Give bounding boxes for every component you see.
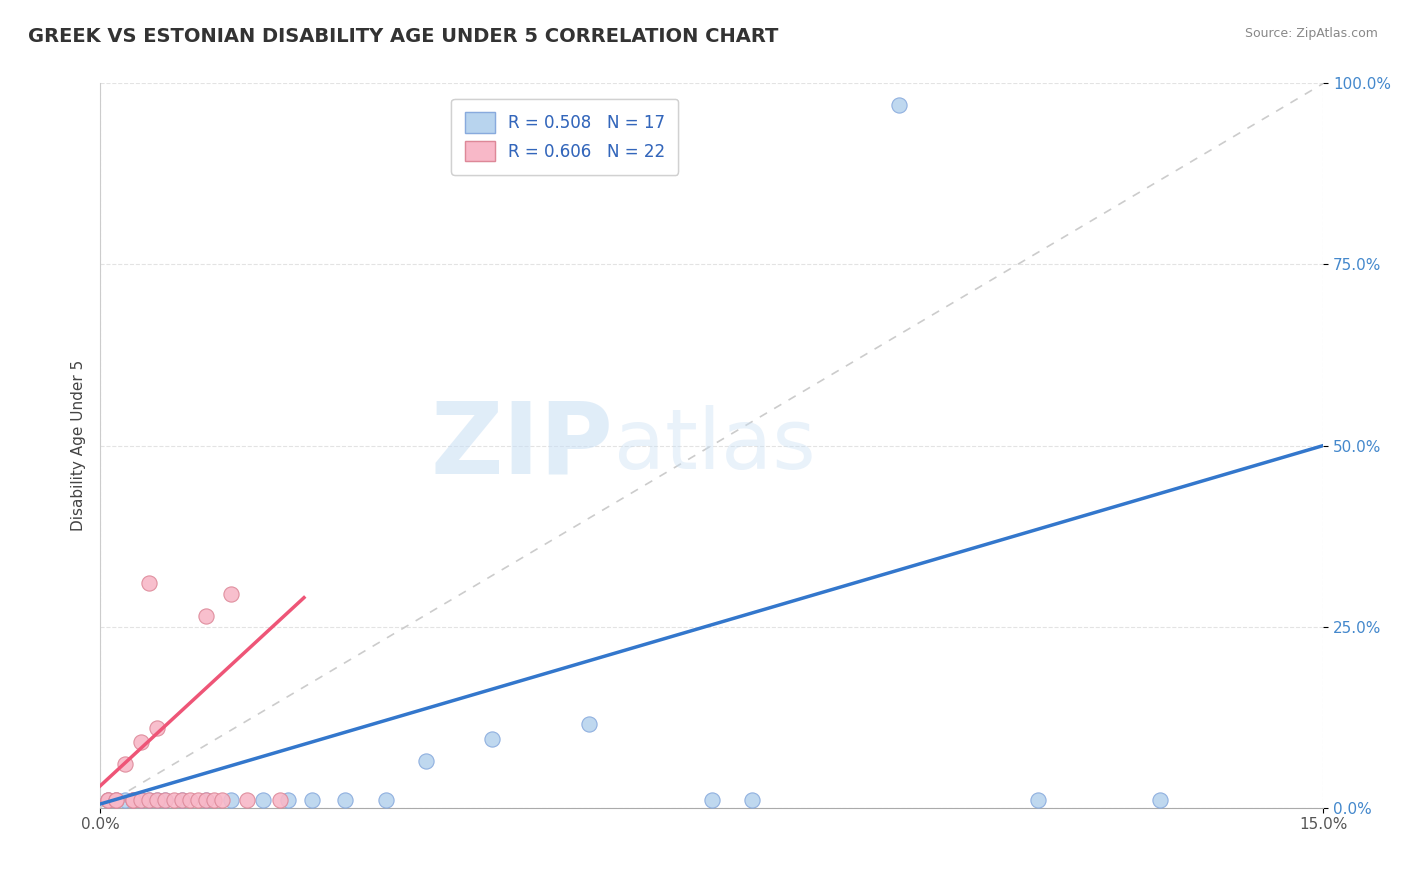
Point: [105, 793, 128, 807]
Point: [170, 793, 193, 807]
Point: [219, 793, 242, 807]
Point: [415, 754, 437, 768]
Point: [889, 98, 911, 112]
Point: [121, 793, 143, 807]
Point: [129, 793, 152, 807]
Point: [236, 793, 259, 807]
Point: [162, 793, 184, 807]
Point: [333, 793, 356, 807]
Point: [195, 793, 218, 807]
Point: [374, 793, 396, 807]
Point: [114, 793, 136, 807]
Point: [1149, 793, 1171, 807]
Point: [301, 793, 323, 807]
Legend: R = 0.508   N = 17, R = 0.606   N = 22: R = 0.508 N = 17, R = 0.606 N = 22: [451, 99, 679, 175]
Point: [155, 793, 177, 807]
Point: [97, 793, 120, 807]
Point: [219, 587, 242, 601]
Point: [105, 793, 128, 807]
Point: [146, 793, 169, 807]
Text: atlas: atlas: [614, 405, 815, 486]
Point: [146, 721, 169, 735]
Point: [97, 793, 120, 807]
Point: [1026, 793, 1049, 807]
Point: [146, 793, 169, 807]
Point: [700, 793, 723, 807]
Point: [741, 793, 763, 807]
Point: [129, 793, 152, 807]
Point: [195, 793, 218, 807]
Point: [578, 717, 600, 731]
Text: GREEK VS ESTONIAN DISABILITY AGE UNDER 5 CORRELATION CHART: GREEK VS ESTONIAN DISABILITY AGE UNDER 5…: [28, 27, 779, 45]
Point: [252, 793, 274, 807]
Point: [269, 793, 291, 807]
Point: [129, 735, 152, 749]
Point: [195, 608, 218, 623]
Point: [121, 793, 143, 807]
Point: [138, 576, 160, 591]
Point: [121, 793, 143, 807]
Point: [211, 793, 233, 807]
Point: [481, 731, 503, 746]
Point: [179, 793, 201, 807]
Point: [138, 793, 160, 807]
Point: [114, 757, 136, 772]
Point: [97, 793, 120, 807]
Point: [170, 793, 193, 807]
Point: [105, 793, 128, 807]
Point: [277, 793, 299, 807]
Point: [138, 793, 160, 807]
Point: [202, 793, 225, 807]
Text: ZIP: ZIP: [432, 397, 614, 494]
Y-axis label: Disability Age Under 5: Disability Age Under 5: [72, 360, 86, 531]
Point: [155, 793, 177, 807]
Text: Source: ZipAtlas.com: Source: ZipAtlas.com: [1244, 27, 1378, 40]
Point: [187, 793, 209, 807]
